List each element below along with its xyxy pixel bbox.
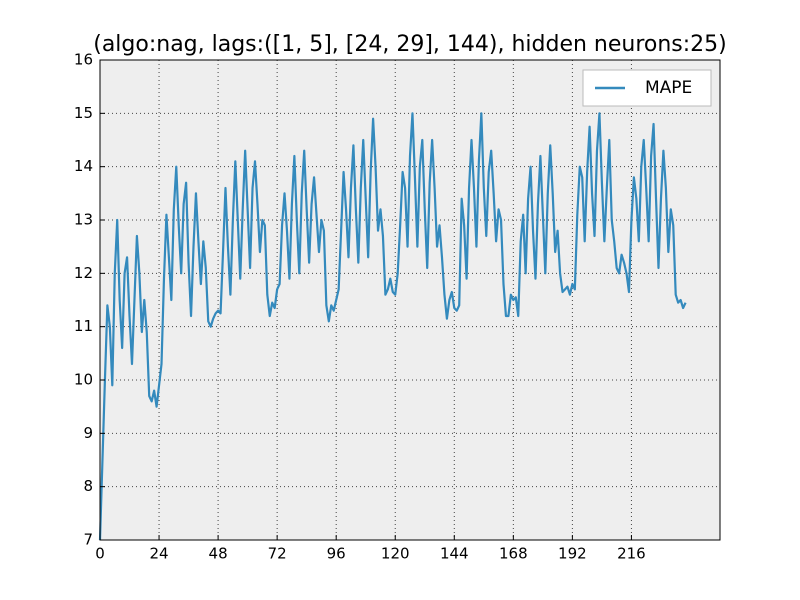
- tick-labels: 7 8 9 10 11 12 13 14 15 16 0 24 48 72 96 120 144 168 192 21…: [74, 51, 646, 563]
- x-tick-label: 96: [327, 545, 346, 563]
- x-tick-label: 168: [499, 545, 528, 563]
- x-tick-label: 72: [268, 545, 287, 563]
- plot-frame: [99, 59, 721, 541]
- y-tick-label: 15: [74, 104, 93, 122]
- y-tick-label: 14: [74, 157, 93, 175]
- y-tick-label: 13: [74, 211, 93, 229]
- x-tick-label: 192: [558, 545, 587, 563]
- y-tick-label: 16: [74, 51, 93, 69]
- x-tick-label: 0: [95, 545, 105, 563]
- y-tick-label: 8: [83, 477, 93, 495]
- y-tick-label: 10: [74, 371, 93, 389]
- x-tick-label: 144: [440, 545, 469, 563]
- x-tick-label: 24: [150, 545, 169, 563]
- plot-bg: [100, 60, 720, 540]
- y-tick-label: 9: [83, 424, 93, 442]
- x-tick-label: 48: [209, 545, 228, 563]
- legend-label: MAPE: [645, 78, 692, 98]
- x-tick-label: 216: [617, 545, 646, 563]
- plot-lines: [98, 112, 687, 541]
- y-tick-label: 7: [83, 531, 93, 549]
- y-tick-label: 12: [74, 264, 93, 282]
- legend: MAPE: [582, 69, 712, 107]
- x-tick-label: 120: [381, 545, 410, 563]
- chart-title: (algo:nag, lags:([1, 5], [24, 29], 144),…: [93, 32, 727, 57]
- y-tick-label: 11: [74, 317, 93, 335]
- data-line: [98, 112, 687, 541]
